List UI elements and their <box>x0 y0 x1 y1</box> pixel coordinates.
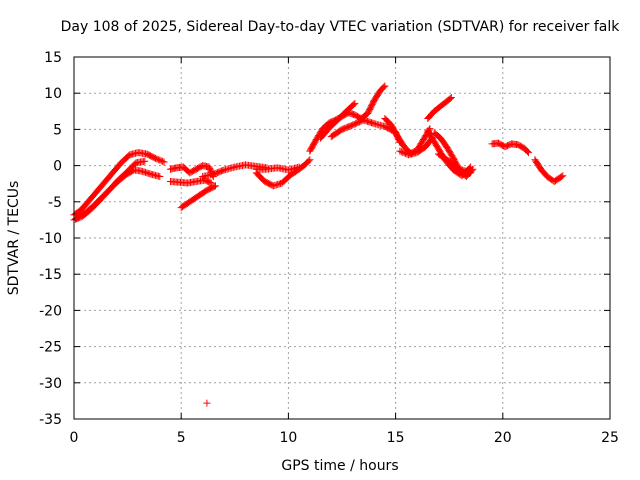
y-tick-label: -5 <box>48 195 62 211</box>
y-tick-label: -20 <box>39 303 62 319</box>
data-point <box>306 156 314 164</box>
data-point <box>153 155 161 163</box>
y-tick-label: 5 <box>53 122 62 138</box>
grid <box>74 57 610 419</box>
data-point <box>219 166 227 174</box>
data-point <box>141 157 149 165</box>
data-point <box>154 156 162 164</box>
y-tick-label: -30 <box>39 376 62 392</box>
chart-title: Day 108 of 2025, Sidereal Day-to-day VTE… <box>61 19 621 35</box>
data-point <box>396 147 404 155</box>
y-tick-label: -25 <box>39 340 62 356</box>
y-tick-label: -10 <box>39 231 62 247</box>
plot-frame <box>73 56 611 420</box>
data-points <box>70 82 567 407</box>
y-axis-label: SDTVAR / TECUs <box>6 181 22 296</box>
x-tick-label: 25 <box>601 430 619 446</box>
y-tick-label: 10 <box>44 86 62 102</box>
data-point <box>350 100 358 108</box>
data-point <box>400 149 408 157</box>
x-tick-label: 15 <box>387 430 405 446</box>
data-point <box>207 179 215 187</box>
data-point <box>399 148 407 156</box>
data-point <box>151 154 159 162</box>
x-tick-label: 5 <box>177 430 186 446</box>
data-point <box>159 157 167 165</box>
data-point <box>397 148 405 156</box>
data-point <box>212 182 220 190</box>
data-point <box>351 99 359 107</box>
x-tick-label: 20 <box>494 430 512 446</box>
data-point <box>380 83 388 91</box>
data-point <box>156 156 164 164</box>
data-point <box>295 163 303 171</box>
x-tick-label: 0 <box>70 430 79 446</box>
data-point <box>156 172 164 180</box>
data-point <box>558 173 566 181</box>
y-tick-label: 15 <box>44 50 62 66</box>
data-point <box>206 178 214 186</box>
data-point <box>523 147 531 155</box>
data-point <box>160 158 168 166</box>
x-tick-label: 10 <box>279 430 297 446</box>
y-tick-label: -15 <box>39 267 62 283</box>
data-point <box>467 169 475 177</box>
axis-ticks: 0 5 10 15 20 25 -35 -30 -25 -20 -15 -10 -5 0 5 10 15 <box>39 50 619 446</box>
data-point <box>446 94 454 102</box>
data-point <box>447 94 455 102</box>
y-tick-label: 0 <box>53 159 62 175</box>
data-point <box>525 149 533 157</box>
data-point <box>203 399 211 407</box>
x-axis-label: GPS time / hours <box>281 458 398 474</box>
data-point <box>210 182 218 190</box>
data-point <box>157 157 165 165</box>
data-point <box>381 82 389 90</box>
y-tick-label: -35 <box>39 412 62 428</box>
data-point <box>305 157 313 165</box>
data-point <box>559 172 567 180</box>
